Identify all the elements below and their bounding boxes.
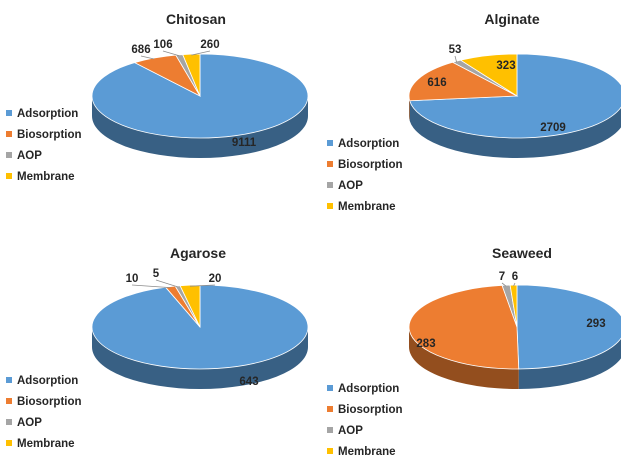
legend: Adsorption Biosorption AOP Membrane	[327, 138, 403, 213]
data-label-adsorption: 643	[239, 376, 258, 388]
pie-slice-adsorption	[409, 53, 621, 139]
legend-swatch-aop	[327, 182, 333, 188]
data-label-adsorption: 293	[586, 318, 605, 330]
legend-swatch-biosorption	[6, 131, 12, 137]
data-label-aop: 5	[153, 268, 160, 280]
pie-side-wall	[92, 327, 308, 389]
chart-title: Alginate	[484, 11, 539, 27]
leader-line	[131, 284, 171, 289]
data-label-aop: 7	[499, 271, 505, 283]
pie-side-adsorption	[92, 96, 308, 158]
legend-swatch-adsorption	[6, 110, 12, 116]
legend-label-adsorption: Adsorption	[338, 383, 399, 395]
pie-side-adsorption	[92, 327, 308, 389]
data-label-biosorption: 10	[126, 273, 139, 285]
legend-label-biosorption: Biosorption	[338, 159, 403, 171]
legend-swatch-adsorption	[327, 385, 333, 391]
leader-line	[162, 50, 180, 57]
leader-line	[513, 282, 516, 287]
data-label-biosorption: 686	[131, 44, 150, 56]
legend-swatch-biosorption	[327, 406, 333, 412]
legend-label-membrane: Membrane	[338, 201, 396, 213]
pie-side-adsorption	[518, 338, 621, 389]
leader-line	[140, 55, 155, 60]
leader-line	[454, 55, 458, 63]
data-label-adsorption: 2709	[540, 122, 566, 134]
legend-swatch-adsorption	[6, 377, 12, 383]
data-label-biosorption: 283	[416, 338, 435, 350]
data-label-adsorption: 9111	[232, 137, 257, 149]
data-label-aop: 106	[153, 39, 172, 51]
legend-label-membrane: Membrane	[17, 438, 75, 450]
chart-title: Agarose	[170, 245, 226, 261]
legend: Adsorption Biosorption AOP Membrane	[6, 108, 82, 183]
leader-line	[155, 279, 178, 288]
pie-side-wall	[92, 96, 308, 158]
legend-label-adsorption: Adsorption	[17, 375, 78, 387]
legend-label-biosorption: Biosorption	[338, 404, 403, 416]
data-label-membrane: 6	[512, 271, 518, 283]
pie-slice-adsorption	[516, 284, 621, 370]
chart-agarose: Agarose 643 10 5 20 Adsorption Biosorption AOP M…	[6, 245, 309, 450]
pie-slice-membrane	[509, 284, 518, 328]
pie-slice-biosorption	[408, 61, 519, 102]
chart-title: Chitosan	[166, 11, 226, 27]
legend: Adsorption Biosorption AOP Membrane	[6, 375, 82, 450]
legend-swatch-membrane	[6, 440, 12, 446]
legend-swatch-membrane	[327, 203, 333, 209]
pie-side-biosorption	[409, 327, 519, 389]
legend-swatch-biosorption	[327, 161, 333, 167]
data-label-membrane: 260	[200, 39, 219, 51]
legend-label-membrane: Membrane	[17, 171, 75, 183]
pie-slice-membrane	[459, 53, 518, 97]
pie-side-wall	[409, 96, 621, 158]
legend-label-adsorption: Adsorption	[17, 108, 78, 120]
legend-label-biosorption: Biosorption	[17, 396, 82, 408]
legend: Adsorption Biosorption AOP Membrane	[327, 383, 403, 458]
chart-alginate: Alginate 2709 616 53 323 Adsorption Biosorptio…	[327, 11, 621, 213]
chart-chitosan: Chitosan 9111 686 106 260 Adsorption Biosorpti…	[6, 11, 309, 183]
legend-label-membrane: Membrane	[338, 446, 396, 458]
chart-seaweed: Seaweed 293 283 7 6 Adsorption Biosorption AOP M…	[327, 245, 621, 458]
pie-side-wall	[409, 327, 621, 389]
data-label-membrane: 323	[496, 60, 515, 72]
legend-label-biosorption: Biosorption	[17, 129, 82, 141]
leader-line	[191, 50, 211, 56]
pie-side-biosorption	[409, 96, 410, 121]
data-label-membrane: 20	[209, 273, 222, 285]
data-label-aop: 53	[449, 44, 462, 56]
chart-title: Seaweed	[492, 245, 552, 261]
leader-line	[501, 282, 507, 287]
pie-slice-membrane	[179, 284, 201, 328]
legend-swatch-membrane	[327, 448, 333, 454]
legend-swatch-membrane	[6, 173, 12, 179]
legend-label-aop: AOP	[338, 425, 363, 437]
leader-line	[189, 284, 216, 287]
legend-swatch-aop	[327, 427, 333, 433]
legend-swatch-aop	[6, 419, 12, 425]
data-label-biosorption: 616	[427, 77, 446, 89]
pie-slice-biosorption	[408, 284, 520, 370]
legend-swatch-aop	[6, 152, 12, 158]
legend-label-aop: AOP	[17, 417, 42, 429]
legend-swatch-biosorption	[6, 398, 12, 404]
pie-side-adsorption	[409, 100, 621, 158]
pie-slice-membrane	[182, 53, 201, 97]
legend-label-aop: AOP	[17, 150, 42, 162]
legend-label-aop: AOP	[338, 180, 363, 192]
legend-swatch-adsorption	[327, 140, 333, 146]
legend-label-adsorption: Adsorption	[338, 138, 399, 150]
